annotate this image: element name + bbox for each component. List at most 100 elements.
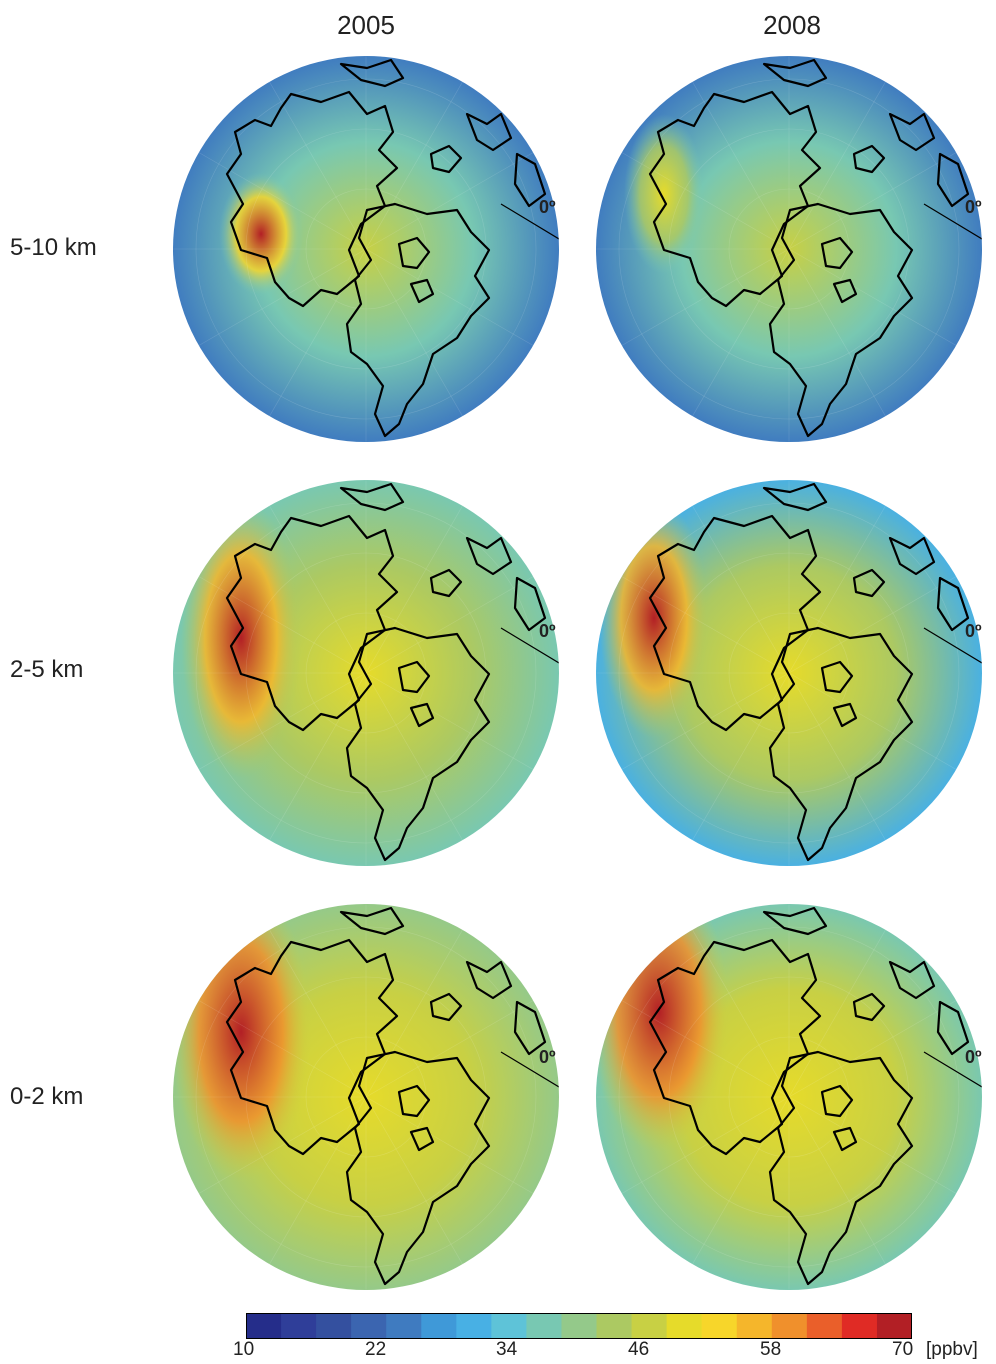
coastline — [888, 536, 936, 576]
coastline — [936, 152, 970, 208]
coastline — [768, 626, 914, 862]
graticule-line — [365, 248, 540, 350]
map-panel-2-5km-2005 — [171, 478, 561, 868]
map-panel-2-5km-2008 — [594, 478, 984, 868]
colorbar-bin — [351, 1313, 387, 1339]
graticule-line — [192, 572, 367, 674]
coastline — [429, 144, 463, 174]
graticule-circle — [195, 926, 537, 1268]
coastline — [397, 236, 431, 270]
coastline — [465, 960, 513, 1000]
colorbar-unit: [ppbv] — [926, 1339, 978, 1360]
meridian-label: 0º — [539, 621, 556, 641]
column-title-2005: 2005 — [337, 10, 395, 40]
coastline — [429, 568, 463, 598]
graticule-line — [788, 672, 963, 774]
graticule-line — [788, 75, 890, 250]
pollution-plume — [624, 114, 704, 274]
coastline — [513, 576, 547, 632]
graticule-line — [615, 572, 790, 674]
graticule-line — [365, 148, 540, 250]
graticule-circle — [668, 976, 910, 1218]
coastline — [225, 938, 399, 1156]
graticule-line — [365, 248, 467, 423]
colorbar-bin — [246, 1313, 282, 1339]
colorbar-bin — [806, 1313, 843, 1339]
colorbar-bin — [526, 1313, 563, 1339]
graticule-line — [365, 1096, 467, 1271]
colorbar-bin — [456, 1313, 492, 1339]
graticule-line — [788, 499, 890, 674]
colorbar-bin — [736, 1313, 773, 1339]
graticule-circle — [618, 502, 960, 844]
colorbar-bin — [841, 1313, 878, 1339]
coastline — [762, 906, 828, 936]
graticule-line — [788, 248, 963, 350]
map-panel-5-10km-2005 — [171, 54, 561, 444]
coastline — [225, 514, 399, 732]
coastline — [429, 992, 463, 1022]
colorbar-bin — [596, 1313, 633, 1339]
graticule-line — [788, 672, 890, 847]
prime-meridian-line — [500, 203, 559, 240]
graticule-line — [365, 996, 540, 1098]
colorbar-tick: 10 — [233, 1339, 255, 1360]
graticule-line — [265, 672, 367, 847]
coastline — [768, 202, 914, 438]
coastline — [513, 152, 547, 208]
coastline — [832, 278, 858, 304]
graticule-circle — [618, 78, 960, 420]
graticule-circle — [668, 128, 910, 370]
map-panel-0-2km-2005 — [171, 902, 561, 1292]
colorbar-bin — [876, 1313, 913, 1339]
column-title-2008: 2008 — [763, 10, 821, 40]
graticule-line — [192, 672, 367, 774]
pollution-plume — [219, 172, 303, 296]
meridian-label: 0º — [965, 1047, 982, 1067]
colorbar-tick: 70 — [892, 1339, 914, 1360]
coastline — [409, 702, 435, 728]
coastline — [832, 702, 858, 728]
colorbar-bin — [491, 1313, 528, 1339]
graticule-line — [192, 996, 367, 1098]
coastline — [820, 236, 854, 270]
colorbar-bin — [666, 1313, 703, 1339]
coastline — [513, 1000, 547, 1056]
coastline — [345, 202, 491, 438]
colorbar-bin — [771, 1313, 808, 1339]
graticule-line — [788, 1096, 963, 1198]
coastline — [852, 992, 886, 1022]
graticule-circle — [245, 552, 487, 794]
graticule-line — [365, 672, 540, 774]
colorbar-tick: 22 — [365, 1339, 387, 1360]
coastline — [936, 576, 970, 632]
graticule-line — [365, 1096, 540, 1198]
coastline — [820, 1084, 854, 1118]
graticule-line — [788, 923, 890, 1098]
graticule-circle — [245, 128, 487, 370]
coastline — [339, 58, 405, 88]
coastline — [409, 1126, 435, 1152]
graticule-line — [365, 923, 467, 1098]
graticule-line — [265, 1096, 367, 1271]
graticule-line — [615, 148, 790, 250]
prime-meridian-line — [923, 627, 982, 664]
colorbar — [246, 1313, 913, 1339]
colorbar-bin — [386, 1313, 422, 1339]
colorbar-bin — [561, 1313, 598, 1339]
coastline — [762, 58, 828, 88]
coastline — [936, 1000, 970, 1056]
row-label-2-5km: 2-5 km — [10, 656, 84, 683]
colorbar-frame — [246, 1313, 912, 1339]
prime-meridian-line — [923, 203, 982, 240]
graticule-line — [615, 248, 790, 350]
map-panel-5-10km-2008 — [594, 54, 984, 444]
coastline — [225, 90, 399, 308]
map-panel-0-2km-2008 — [594, 902, 984, 1292]
graticule-circle — [195, 502, 537, 844]
pollution-plume — [181, 498, 301, 778]
colorbar-bin — [701, 1313, 738, 1339]
coastline — [648, 938, 822, 1156]
coastline — [465, 112, 513, 152]
coastline — [409, 278, 435, 304]
